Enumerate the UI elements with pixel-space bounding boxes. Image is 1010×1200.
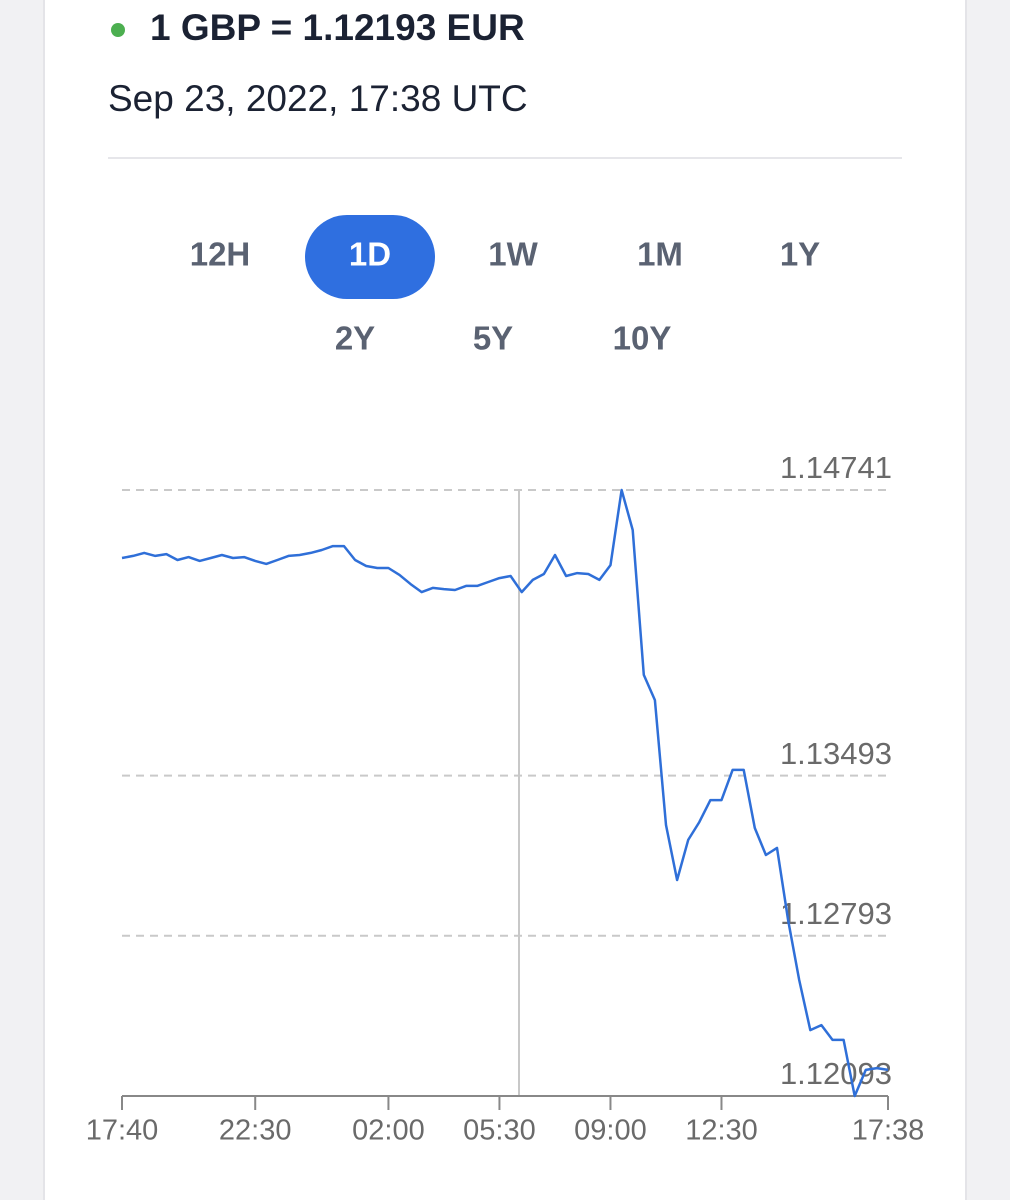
price-line (121, 488, 889, 1098)
rate-title: 1 GBP = 1.12193 EUR (150, 7, 525, 48)
x-tick-label: 17:40 (86, 1115, 159, 1147)
range-label[interactable]: 1W (488, 236, 538, 273)
range-label[interactable]: 1Y (780, 236, 820, 273)
range-label[interactable]: 2Y (335, 320, 375, 357)
range-button-bg[interactable] (305, 215, 435, 299)
range-label[interactable]: 5Y (473, 320, 513, 357)
x-tick-label: 02:00 (352, 1115, 425, 1147)
range-buttons: 12H 1D 1W 1M 1Y 2Y 5Y 10Y (190, 215, 820, 357)
range-button[interactable]: 1D (305, 215, 435, 299)
card (44, 0, 966, 1200)
range-button[interactable]: 2Y (335, 320, 375, 357)
x-tick-label: 12:30 (685, 1115, 758, 1147)
y-tick-label: 1.12093 (780, 1056, 892, 1091)
x-tick-label: 09:00 (574, 1115, 647, 1147)
range-button[interactable]: 1M (637, 236, 683, 273)
x-tick-label: 17:38 (852, 1115, 925, 1147)
range-button[interactable]: 5Y (473, 320, 513, 357)
range-label[interactable]: 12H (190, 236, 251, 273)
range-label[interactable]: 1M (637, 236, 683, 273)
x-tick-label: 05:30 (463, 1115, 536, 1147)
x-tick-label: 22:30 (219, 1115, 292, 1147)
chart: 1.12093 1.12793 1.13493 1.14741 17:40 22:30 02… (86, 450, 925, 1146)
range-button[interactable]: 1W (488, 236, 538, 273)
y-tick-label: 1.14741 (780, 450, 892, 485)
y-tick-label: 1.13493 (780, 736, 892, 771)
live-dot (111, 23, 125, 37)
range-button[interactable]: 1Y (780, 236, 820, 273)
range-button[interactable]: 10Y (613, 320, 672, 357)
range-label[interactable]: 1D (349, 236, 391, 273)
range-button[interactable]: 12H (190, 236, 251, 273)
y-tick-label: 1.12793 (780, 896, 892, 931)
timestamp: Sep 23, 2022, 17:38 UTC (108, 78, 528, 119)
range-label[interactable]: 10Y (613, 320, 672, 357)
